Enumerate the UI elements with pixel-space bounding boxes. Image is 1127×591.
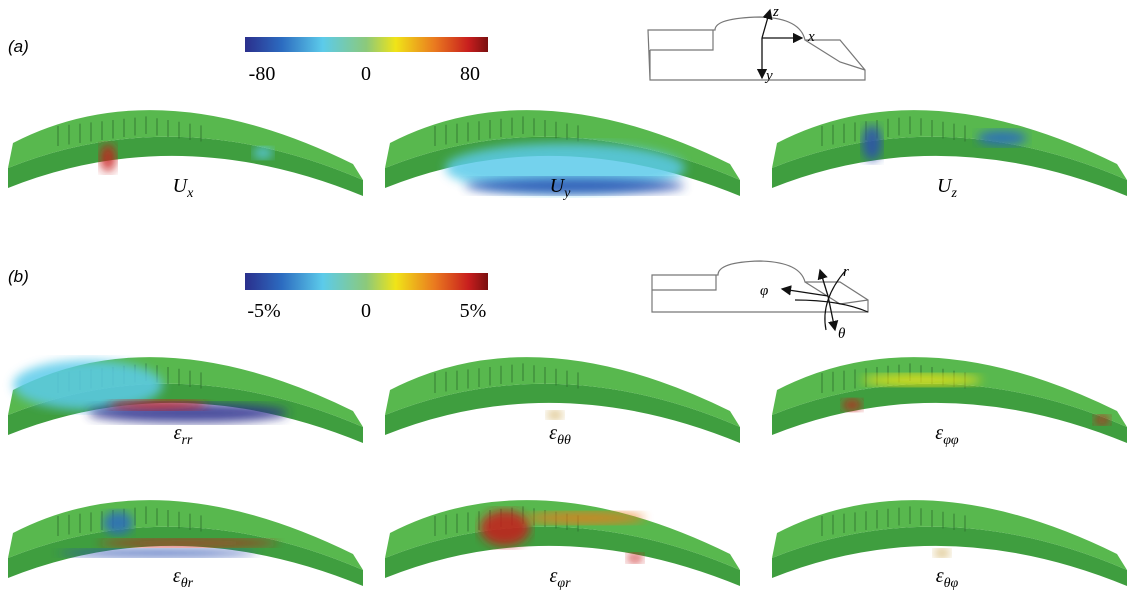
axis-label: y — [764, 68, 773, 84]
colorbar-label: 0 — [361, 300, 371, 322]
hotspot — [103, 511, 133, 535]
colorbar-label: 80 — [460, 63, 480, 85]
plot-label: εrr — [174, 422, 193, 448]
specimen: Ux — [8, 110, 363, 201]
colorbar — [245, 37, 488, 52]
hotspot — [1094, 415, 1110, 425]
hotspot — [862, 125, 882, 161]
specimen: εθθ — [385, 357, 740, 448]
colorbar-label: 0 — [361, 63, 371, 85]
plot-label: Ux — [173, 175, 194, 201]
hotspot — [525, 512, 645, 524]
subscript: y — [562, 186, 571, 201]
colorbar-label: -80 — [249, 63, 276, 85]
hotspot — [934, 549, 950, 557]
plot-label: εθθ — [549, 422, 571, 448]
hotspot — [977, 130, 1027, 146]
figure: (a) -80 0 80 z x y (b) -5% 0 5% r φ θ Ux… — [0, 0, 1127, 591]
symbol: ε — [173, 565, 181, 587]
hotspot — [480, 510, 530, 546]
hotspot — [465, 178, 685, 194]
specimen: Uz — [772, 110, 1127, 201]
specimen: εθφ — [772, 500, 1127, 591]
subscript: θφ — [944, 576, 959, 591]
hotspot — [627, 553, 643, 563]
colorbar-label: -5% — [247, 300, 280, 322]
subscript: θr — [181, 576, 194, 591]
symbol: ε — [174, 422, 182, 444]
plot-label: εφr — [549, 565, 571, 591]
colorbar-label: 5% — [460, 300, 487, 322]
panel-label: (b) — [8, 267, 29, 286]
hotspot — [547, 411, 563, 419]
symbol: ε — [936, 565, 944, 587]
plot-label: εθφ — [936, 565, 959, 591]
hotspot — [842, 399, 862, 411]
hotspot — [98, 539, 278, 547]
specimen: Uy — [385, 110, 740, 201]
subscript: θθ — [557, 433, 571, 448]
schematic: z x y — [648, 4, 865, 84]
axis-label: z — [772, 4, 779, 20]
hotspot — [253, 147, 273, 159]
hotspot — [100, 144, 116, 172]
axis-label: θ — [838, 326, 846, 342]
hotspot — [58, 549, 258, 557]
plot-label: Uz — [937, 175, 957, 201]
symbol: ε — [935, 422, 943, 444]
hotspot — [108, 400, 208, 410]
symbol: ε — [549, 422, 557, 444]
schematic: r φ θ — [652, 261, 868, 342]
specimen: εθr — [8, 500, 363, 591]
specimen: εrr — [8, 357, 363, 448]
axis-label: x — [807, 29, 815, 45]
symbol: ε — [549, 565, 557, 587]
specimen: εφr — [385, 500, 740, 591]
plot-label: εφφ — [935, 422, 959, 448]
specimen: εφφ — [772, 357, 1127, 448]
axis-label: r — [843, 264, 849, 280]
subscript: φr — [557, 576, 571, 591]
subscript: rr — [181, 433, 192, 448]
axis-label: φ — [760, 283, 768, 299]
panel-label: (a) — [8, 37, 29, 56]
subscript: x — [186, 186, 194, 201]
subscript: z — [951, 186, 958, 201]
subscript: φφ — [943, 433, 959, 448]
plot-label: εθr — [173, 565, 194, 591]
colorbar — [245, 273, 488, 290]
hotspot — [862, 374, 982, 386]
